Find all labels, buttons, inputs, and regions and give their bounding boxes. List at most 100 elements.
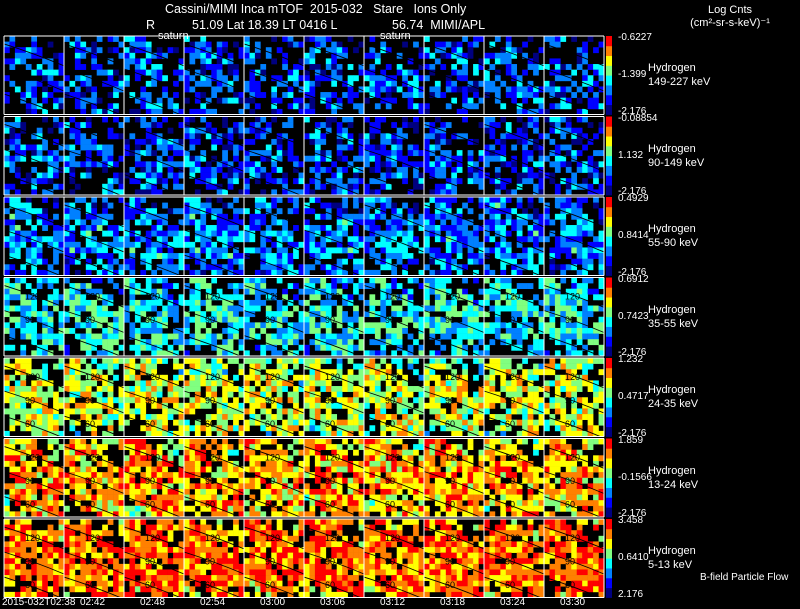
heatmap-cell — [31, 425, 38, 432]
heatmap-cell — [145, 150, 152, 157]
heatmap-cell — [287, 283, 294, 290]
heatmap-cell — [364, 189, 370, 196]
heatmap-cell — [413, 75, 419, 82]
heatmap-cell — [516, 402, 523, 409]
heatmap-cell — [320, 236, 327, 243]
heatmap-cell — [538, 339, 545, 346]
heatmap-cell — [69, 41, 76, 48]
heatmap-cell — [369, 277, 376, 284]
heatmap-cell — [369, 311, 376, 318]
panel-1 — [3, 116, 612, 198]
heatmap-cell — [151, 414, 158, 420]
heatmap-cell — [211, 344, 218, 351]
heatmap-cell — [325, 213, 332, 220]
heatmap-cell — [298, 288, 305, 295]
heatmap-cell — [145, 241, 152, 248]
heatmap-cell — [53, 425, 59, 432]
heatmap-cell — [298, 241, 305, 248]
heatmap-cell — [64, 144, 70, 151]
heatmap-cell — [118, 86, 125, 93]
heatmap-cell — [47, 419, 54, 426]
heatmap-cell — [527, 172, 534, 179]
heatmap-cell — [374, 213, 381, 220]
heatmap-cell — [189, 408, 196, 415]
heatmap-cell — [74, 430, 81, 437]
heatmap-cell — [527, 225, 534, 231]
heatmap-cell — [385, 264, 392, 271]
heatmap-cell — [413, 369, 419, 376]
heatmap-cell — [233, 219, 239, 226]
heatmap-cell — [538, 311, 545, 318]
heatmap-cell — [36, 369, 43, 376]
heatmap-cell — [260, 236, 267, 243]
heatmap-cell — [80, 161, 87, 168]
heatmap-cell — [413, 86, 419, 93]
heatmap-cell — [527, 122, 534, 129]
heatmap-cell — [276, 333, 283, 340]
colorbar-step — [606, 193, 612, 196]
heatmap-cell — [544, 236, 550, 243]
heatmap-cell — [402, 41, 408, 48]
heatmap-cell — [145, 183, 152, 190]
heatmap-cell — [336, 75, 343, 82]
heatmap-cell — [271, 116, 278, 123]
heatmap-cell — [565, 103, 572, 110]
contour-line — [123, 204, 185, 228]
heatmap-cell — [271, 294, 278, 301]
heatmap-cell — [500, 305, 507, 312]
heatmap-cell — [47, 155, 54, 162]
heatmap-cell — [598, 258, 605, 265]
heatmap-cell — [244, 36, 250, 42]
heatmap-cell — [462, 264, 468, 271]
heatmap-cell — [484, 350, 490, 357]
heatmap-cell — [91, 225, 98, 231]
heatmap-cell — [331, 116, 338, 123]
heatmap-cell — [478, 178, 485, 185]
heatmap-cell — [42, 236, 48, 243]
heatmap-cell — [511, 380, 518, 387]
heatmap-cell — [347, 183, 354, 190]
heatmap-cell — [282, 92, 288, 98]
heatmap-cell — [434, 92, 441, 98]
contour-line — [3, 390, 65, 414]
heatmap-cell — [309, 414, 316, 420]
heatmap-cell — [516, 380, 523, 387]
heatmap-cell — [549, 258, 556, 265]
heatmap-cell — [445, 363, 452, 370]
heatmap-cell — [440, 277, 447, 284]
heatmap-cell — [184, 197, 190, 203]
heatmap-cell — [587, 80, 594, 87]
heatmap-cell — [205, 402, 212, 409]
heatmap-cell — [178, 122, 185, 129]
heatmap-cell — [369, 391, 376, 398]
heatmap-cell — [118, 264, 125, 271]
contour-label: 60 — [385, 419, 395, 429]
heatmap-cell — [244, 350, 250, 357]
heatmap-cell — [336, 311, 343, 318]
colorbar-step — [606, 37, 612, 41]
heatmap-cell — [124, 219, 130, 226]
heatmap-cell — [113, 86, 119, 93]
heatmap-cell — [53, 183, 59, 190]
contour-line — [363, 365, 425, 389]
heatmap-cell — [85, 258, 92, 265]
heatmap-cell — [331, 264, 338, 271]
heatmap-cell — [451, 402, 458, 409]
heatmap-cell — [593, 247, 599, 254]
heatmap-cell — [85, 386, 92, 392]
heatmap-cell — [20, 311, 27, 318]
heatmap-cell — [238, 269, 245, 276]
heatmap-cell — [140, 197, 147, 203]
heatmap-cell — [336, 144, 343, 151]
heatmap-cell — [178, 144, 185, 151]
heatmap-cell — [227, 138, 234, 145]
heatmap-cell — [42, 299, 48, 306]
heatmap-cell — [233, 75, 239, 82]
heatmap-cell — [145, 430, 152, 437]
heatmap-cell — [194, 155, 201, 162]
heatmap-cell — [74, 52, 81, 59]
heatmap-cell — [216, 75, 223, 82]
heatmap-cell — [140, 391, 147, 398]
heatmap-cell — [396, 166, 403, 173]
heatmap-cell — [484, 288, 490, 295]
